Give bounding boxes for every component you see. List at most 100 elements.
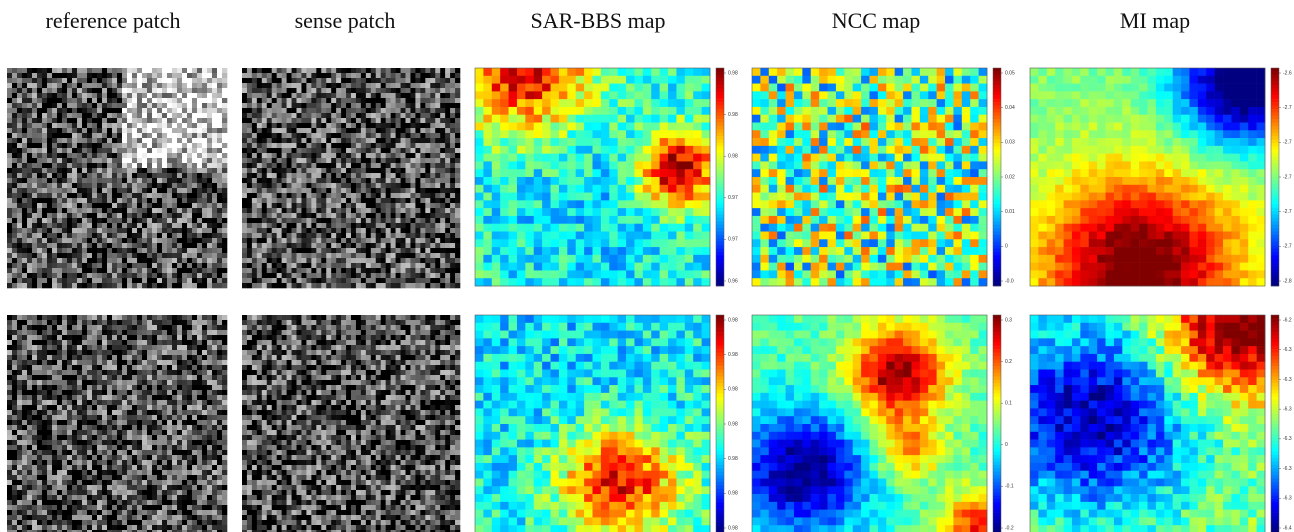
patch-pixel: [341, 78, 346, 83]
patch-pixel: [301, 198, 306, 203]
patch-pixel: [182, 218, 187, 223]
patch-pixel: [127, 218, 132, 223]
patch-pixel: [112, 193, 117, 198]
patch-pixel: [87, 148, 92, 153]
patch-pixel: [137, 268, 142, 273]
patch-pixel: [222, 68, 227, 73]
patch-pixel: [341, 248, 346, 253]
patch-pixel: [316, 98, 321, 103]
patch-pixel: [366, 178, 371, 183]
patch-pixel: [396, 228, 401, 233]
map-cell: [534, 177, 543, 185]
map-cell: [483, 263, 492, 271]
patch-pixel: [292, 233, 297, 238]
patch-pixel: [346, 188, 351, 193]
patch-pixel: [306, 78, 311, 83]
patch-pixel: [52, 148, 57, 153]
patch-pixel: [177, 93, 182, 98]
patch-pixel: [117, 228, 122, 233]
patch-pixel: [410, 123, 415, 128]
patch-pixel: [87, 143, 92, 148]
patch-pixel: [297, 248, 302, 253]
map-cell: [769, 185, 778, 193]
patch-pixel: [326, 198, 331, 203]
patch-pixel: [12, 88, 17, 93]
patch-pixel: [410, 193, 415, 198]
patch-pixel: [72, 243, 77, 248]
patch-pixel: [137, 138, 142, 143]
patch-pixel: [287, 78, 292, 83]
patch-pixel: [391, 253, 396, 258]
patch-pixel: [202, 108, 207, 113]
patch-pixel: [336, 243, 341, 248]
patch-pixel: [455, 158, 460, 163]
patch-pixel: [197, 133, 202, 138]
patch-pixel: [306, 98, 311, 103]
patch-pixel: [52, 193, 57, 198]
patch-pixel: [182, 283, 187, 288]
patch-pixel: [137, 243, 142, 248]
map-cell: [576, 208, 585, 216]
map-cell: [517, 185, 526, 193]
patch-pixel: [435, 208, 440, 213]
patch-pixel: [435, 258, 440, 263]
patch-pixel: [102, 148, 107, 153]
patch-pixel: [321, 178, 326, 183]
patch-pixel: [247, 138, 252, 143]
map-cell: [786, 107, 795, 115]
patch-pixel: [167, 93, 172, 98]
map-cell: [752, 91, 761, 99]
map-cell: [559, 239, 568, 247]
patch-pixel: [17, 208, 22, 213]
patch-pixel: [386, 203, 391, 208]
patch-pixel: [316, 243, 321, 248]
patch-pixel: [401, 123, 406, 128]
map-cell: [685, 232, 694, 240]
patch-pixel: [137, 128, 142, 133]
map-cell: [492, 154, 501, 162]
patch-pixel: [77, 208, 82, 213]
map-cell: [609, 115, 618, 123]
patch-pixel: [127, 98, 132, 103]
patch-pixel: [207, 158, 212, 163]
patch-pixel: [22, 193, 27, 198]
map-cell: [760, 232, 769, 240]
patch-pixel: [157, 223, 162, 228]
map-cell: [786, 239, 795, 247]
patch-pixel: [187, 233, 192, 238]
patch-pixel: [32, 83, 37, 88]
patch-pixel: [137, 193, 142, 198]
patch-pixel: [102, 103, 107, 108]
patch-pixel: [172, 203, 177, 208]
patch-pixel: [147, 153, 152, 158]
patch-pixel: [450, 128, 455, 133]
map-cell: [786, 115, 795, 123]
patch-pixel: [162, 103, 167, 108]
patch-pixel: [272, 228, 277, 233]
patch-pixel: [142, 243, 147, 248]
patch-pixel: [391, 128, 396, 133]
patch-pixel: [356, 268, 361, 273]
patch-pixel: [301, 223, 306, 228]
patch-pixel: [267, 283, 272, 288]
map-cell: [786, 263, 795, 271]
patch-pixel: [336, 68, 341, 73]
patch-pixel: [371, 228, 376, 233]
patch-pixel: [351, 278, 356, 283]
map-cell: [534, 193, 543, 201]
patch-pixel: [27, 143, 32, 148]
patch-pixel: [122, 273, 127, 278]
map-cell: [576, 200, 585, 208]
patch-pixel: [122, 158, 127, 163]
patch-pixel: [401, 98, 406, 103]
patch-pixel: [410, 213, 415, 218]
map-cell: [702, 263, 711, 271]
map-cell: [559, 278, 568, 286]
patch-pixel: [267, 153, 272, 158]
patch-pixel: [321, 228, 326, 233]
patch-pixel: [376, 163, 381, 168]
patch-pixel: [152, 203, 157, 208]
map-cell: [609, 130, 618, 138]
map-cell: [542, 200, 551, 208]
patch-pixel: [346, 283, 351, 288]
